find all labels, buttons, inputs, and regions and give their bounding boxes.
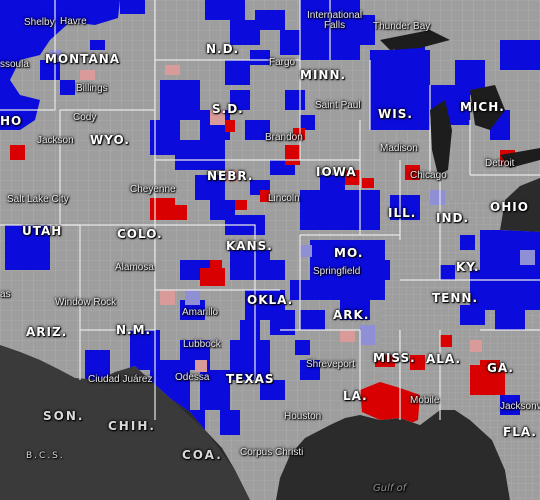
lake-erie: [500, 148, 540, 168]
lake-superior: [380, 30, 450, 50]
lake-michigan: [430, 100, 452, 175]
state-borders: [0, 0, 540, 420]
mexico-land: [0, 345, 250, 500]
red-counties[interactable]: [10, 120, 515, 428]
lightblue-counties[interactable]: [50, 50, 535, 345]
great-lakes: [380, 30, 540, 175]
pink-counties[interactable]: [80, 65, 482, 372]
lake-huron: [470, 85, 505, 130]
